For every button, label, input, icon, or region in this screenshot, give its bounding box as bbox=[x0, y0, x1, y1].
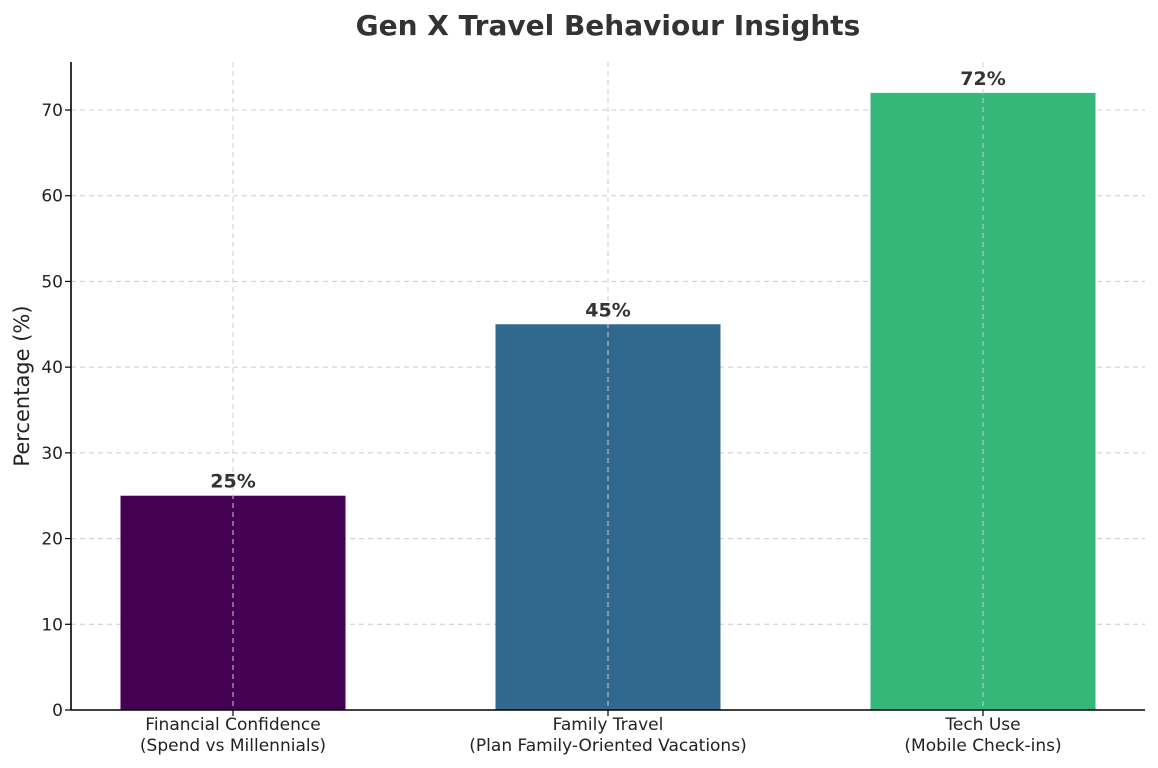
x-tick-label: Family Travel bbox=[553, 715, 664, 735]
y-tick-label: 20 bbox=[41, 530, 63, 550]
y-tick-label: 40 bbox=[41, 358, 63, 378]
y-tick-label: 50 bbox=[41, 272, 63, 292]
x-tick-label: Financial Confidence bbox=[145, 715, 320, 735]
chart-title: Gen X Travel Behaviour Insights bbox=[356, 9, 861, 42]
y-axis-label: Percentage (%) bbox=[10, 305, 34, 466]
bar bbox=[495, 324, 721, 710]
y-tick-label: 60 bbox=[41, 187, 63, 207]
y-tick-label: 30 bbox=[41, 444, 63, 464]
x-tick-label: (Plan Family-Oriented Vacations) bbox=[469, 736, 746, 756]
y-tick-label: 70 bbox=[41, 101, 63, 121]
bars bbox=[120, 92, 1096, 711]
y-ticks: 0 10 20 30 40 50 60 70 bbox=[41, 101, 71, 721]
x-tick-label: (Spend vs Millennials) bbox=[140, 736, 326, 756]
value-labels: 25% 45% 72% bbox=[210, 68, 1005, 493]
y-tick-label: 0 bbox=[52, 701, 63, 721]
bar bbox=[870, 92, 1096, 711]
data-label: 25% bbox=[210, 471, 255, 493]
x-tick-label: Tech Use bbox=[944, 715, 1020, 735]
data-label: 72% bbox=[960, 68, 1005, 90]
x-ticks: Financial Confidence(Spend vs Millennial… bbox=[140, 710, 1062, 756]
data-label: 45% bbox=[585, 299, 630, 321]
x-gridlines bbox=[232, 62, 984, 710]
y-tick-label: 10 bbox=[41, 615, 63, 635]
x-tick-label: (Mobile Check-ins) bbox=[904, 736, 1061, 756]
